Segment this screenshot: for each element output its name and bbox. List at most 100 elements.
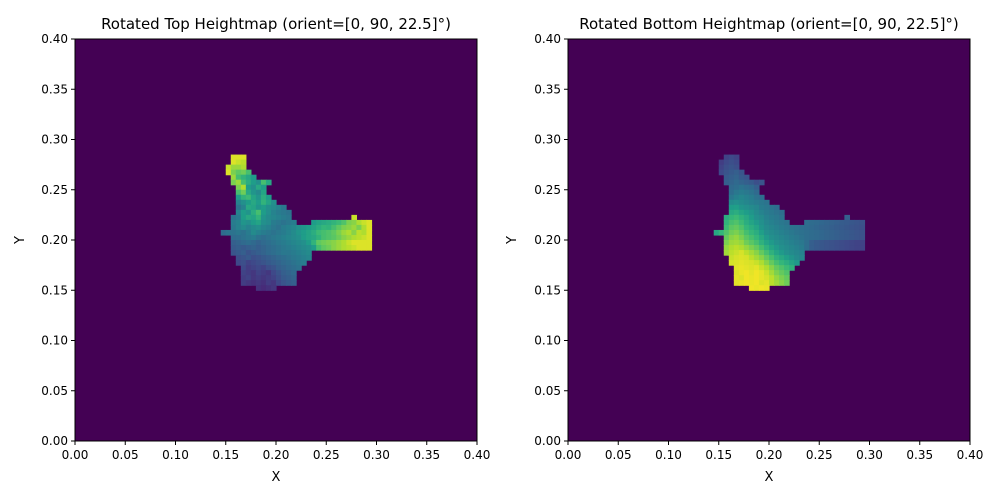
heatmap-cell (758, 234, 765, 241)
heatmap-cell (260, 189, 267, 196)
heatmap-cell (738, 204, 745, 211)
heatmap-cell (789, 240, 795, 246)
heatmap-cell (763, 224, 770, 231)
heatmap-cell (809, 234, 815, 241)
heatmap-cell (240, 159, 247, 166)
heatmap-cell (779, 270, 785, 276)
heatmap-cell (779, 265, 785, 271)
heatmap-cell (321, 224, 327, 231)
heatmap-cell (240, 169, 247, 176)
heatmap-cell (250, 240, 257, 246)
heatmap-cell (784, 224, 790, 231)
heatmap-cell (728, 179, 735, 186)
heatmap-cell (738, 240, 745, 246)
heatmap-cell (723, 164, 730, 171)
heatmap-cell (728, 255, 735, 261)
heatmap-cell (321, 240, 327, 246)
heatmap-cell (286, 214, 292, 221)
heatmap-cell (286, 219, 292, 226)
y-tick-label: 0.30 (534, 133, 561, 147)
heatmap-cell (255, 260, 262, 266)
heatmap-cell (733, 209, 740, 216)
heatmap-cell (281, 275, 287, 281)
heatmap-cell (799, 234, 805, 241)
heatmap-cell (265, 280, 272, 286)
heatmap-cell (738, 194, 745, 201)
heatmap-cell (291, 255, 297, 261)
heatmap-cell (839, 219, 845, 226)
heatmap-cell (769, 270, 775, 276)
heatmap-cell (733, 154, 740, 161)
heatmap-cell (774, 234, 780, 241)
heatmap-cell (356, 240, 363, 246)
x-tick-label: 0.05 (605, 448, 632, 462)
heatmap-cell (753, 265, 760, 271)
heatmap-cell (728, 209, 735, 216)
heatmap-cell (255, 275, 262, 281)
heatmap-cell (743, 250, 750, 256)
heatmap-cell (758, 265, 765, 271)
heatmap-cell (728, 194, 735, 201)
heatmap-cell (774, 209, 780, 216)
heatmap-cell (743, 194, 750, 201)
heatmap-cell (245, 169, 252, 176)
heatmap-cell (733, 194, 740, 201)
heatmap-cell (255, 219, 262, 226)
heatmap-cell (296, 260, 302, 266)
heatmap-cell (240, 204, 247, 211)
heatmap-cell (779, 209, 785, 216)
heatmap-cell (763, 229, 770, 236)
heatmap-cell (260, 240, 267, 246)
heatmap-cell (281, 245, 287, 251)
heatmap-cell (718, 159, 725, 166)
heatmap-cell (240, 260, 247, 266)
heatmap-cell (306, 229, 312, 236)
y-tick-label: 0.15 (534, 283, 561, 297)
heatmap-cell (809, 229, 815, 236)
chart-title: Rotated Top Heightmap (orient=[0, 90, 22… (101, 15, 451, 33)
heatmap-cell (331, 229, 337, 236)
heatmap-cell (255, 209, 262, 216)
heatmap-cell (316, 224, 322, 231)
heatmap-cell (240, 245, 247, 251)
x-tick-label: 0.15 (705, 448, 732, 462)
heatmap-cell (255, 184, 262, 191)
heatmap-cell (738, 189, 745, 196)
heatmap-cell (270, 245, 277, 251)
heatmap-cell (723, 240, 730, 246)
heatmap-cell (351, 229, 358, 236)
heatmap-cell (250, 209, 257, 216)
heatmap-cell (794, 224, 800, 231)
heatmap-cell (809, 219, 815, 226)
heatmap-cell (763, 275, 770, 281)
heatmap-cell (291, 250, 297, 256)
heatmap-cell (763, 214, 770, 221)
heatmap-cell (240, 209, 247, 216)
heatmap-cell (758, 199, 765, 206)
heatmap-cell (748, 265, 755, 271)
heatmap-cell (286, 229, 292, 236)
heatmap-cell (331, 240, 337, 246)
heatmap-cell (311, 219, 317, 226)
heatmap-cell (809, 224, 815, 231)
heatmap-cell (286, 255, 292, 261)
heatmap-cell (794, 240, 800, 246)
heatmap-cell (351, 234, 358, 241)
heatmap-cell (774, 280, 780, 286)
heatmap-cell (281, 255, 287, 261)
heatmap-cell (819, 245, 825, 251)
heatmap-cell (270, 240, 277, 246)
heatmap-cell (230, 229, 237, 236)
heatmap-cell (829, 240, 835, 246)
heatmap-cell (733, 229, 740, 236)
heatmap-cell (849, 219, 856, 226)
heatmap-cell (763, 204, 770, 211)
heatmap-cell (255, 250, 262, 256)
heatmap-cell (834, 234, 840, 241)
heatmap-cell (311, 224, 317, 231)
heatmap-cell (748, 250, 755, 256)
heatmap-cell (738, 255, 745, 261)
y-tick-label: 0.05 (41, 384, 68, 398)
heatmap-cell (281, 260, 287, 266)
heatmap-cell (774, 260, 780, 266)
